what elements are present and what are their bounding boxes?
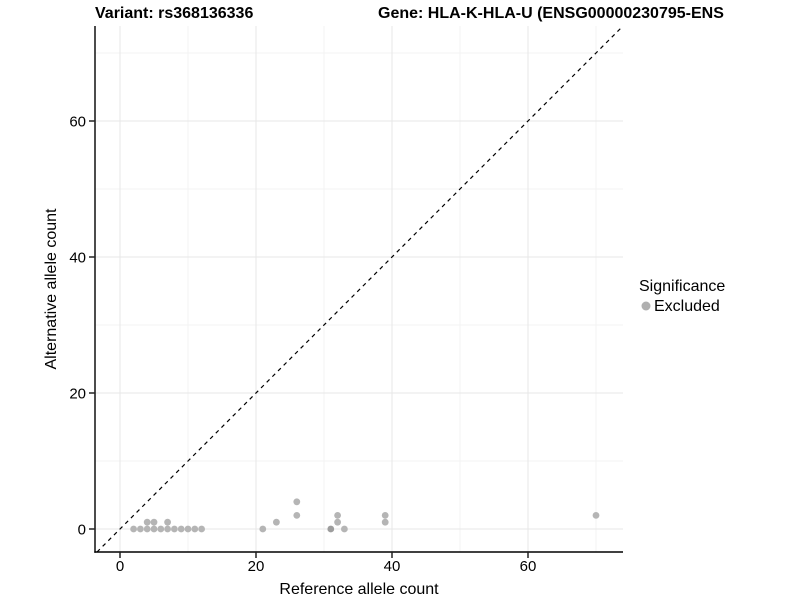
y-tick-label: 20 [69,385,86,402]
data-point [164,518,172,526]
data-point [327,525,335,533]
data-point [341,525,348,533]
data-point [164,525,172,533]
data-point [143,525,151,533]
data-point [334,518,341,526]
x-tick-label: 60 [520,558,537,575]
data-point [273,518,280,526]
y-axis-title: Alternative allele count [43,208,60,370]
data-point [293,512,301,519]
x-tick-label: 40 [384,558,401,575]
data-point [171,525,178,533]
data-point [137,525,144,533]
legend: Significance Excluded [639,278,725,315]
y-tick-label: 0 [78,521,86,538]
y-tick-label: 40 [69,249,86,266]
data-point [184,525,192,533]
legend-point-icon [641,301,651,311]
data-point [130,525,138,533]
data-point [592,512,600,519]
data-point [381,512,389,519]
identity-line-layer [96,25,624,553]
data-point [143,518,151,526]
data-point [259,525,267,533]
data-point [293,498,301,506]
data-points-layer [130,498,600,533]
data-point [150,525,158,533]
gridlines-major [95,26,623,552]
gene-title: Gene: HLA-K-HLA-U (ENSG00000230795-ENS [378,5,724,22]
data-point [334,512,341,519]
data-point [191,525,199,533]
legend-title: Significance [639,278,725,295]
data-point [198,525,206,533]
data-point [157,525,165,533]
y-tick-label: 60 [69,113,86,130]
data-point [381,518,389,526]
legend-item-label: Excluded [654,298,720,315]
variant-title: Variant: rs368136336 [95,5,253,22]
x-axis-title: Reference allele count [279,581,439,598]
identity-line [96,25,624,553]
x-tick-label: 0 [116,558,124,575]
axis-ticks-layer: 0 20 40 60 0 20 40 60 [69,113,536,575]
data-point [150,518,158,526]
gridlines-minor [95,26,623,552]
x-tick-label: 20 [248,558,265,575]
data-point [177,525,185,533]
